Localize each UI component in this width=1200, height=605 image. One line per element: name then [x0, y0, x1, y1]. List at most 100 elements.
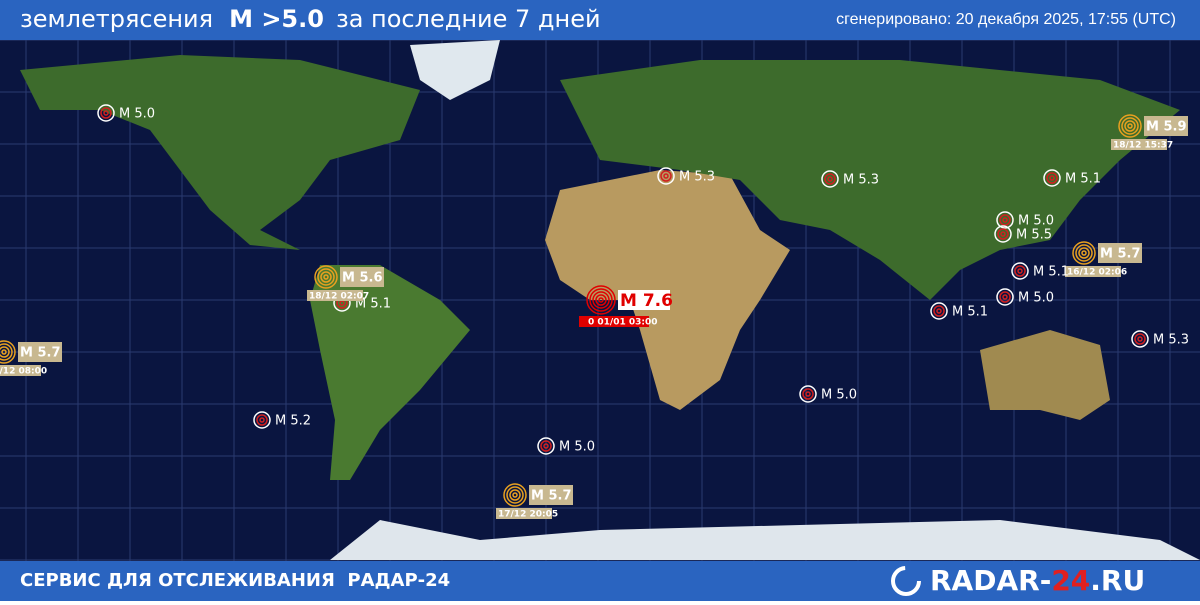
- date-bg: [0, 365, 41, 376]
- quake-ring: [1121, 117, 1139, 135]
- quake-ring: [509, 489, 521, 501]
- quake-date: 18/12 02:07: [309, 292, 369, 302]
- quake-label: M 5.6: [342, 271, 383, 286]
- quake: M 5.9 18/12 15:37: [1111, 114, 1188, 151]
- quake-label: M 5.2: [275, 414, 311, 429]
- quake: M 5.1: [930, 302, 988, 320]
- label-bg: [1144, 116, 1188, 136]
- footer-bar: [0, 561, 1200, 601]
- quake-date: 0 01/01 03:00: [588, 318, 658, 328]
- footer-service: СЕРВИС ДЛЯ ОТСЛЕЖИВАНИЯ РАДАР-24: [20, 570, 450, 591]
- quake-ring: [936, 308, 942, 314]
- quake: M 5.3: [1131, 330, 1189, 348]
- quake-ring: [0, 343, 13, 361]
- logo-part: .RU: [1090, 564, 1145, 597]
- quake-ring: [512, 492, 518, 498]
- quake-label: M 5.7: [1100, 247, 1141, 262]
- title-part: за последние 7 дней: [336, 5, 601, 33]
- quake-ring: [314, 265, 338, 289]
- quake-ring: [1127, 123, 1133, 129]
- quake-ring: [1000, 231, 1006, 237]
- label-bg: [618, 290, 670, 310]
- logo: RADAR-24.RU: [891, 564, 1145, 597]
- quake-ring: [598, 297, 604, 303]
- date-bg: [1111, 139, 1167, 150]
- logo-part: 24: [1051, 564, 1090, 597]
- quake-label: M 5.5: [1016, 228, 1052, 243]
- quake-ring: [1017, 268, 1023, 274]
- date-bg: [496, 508, 552, 519]
- quake-ring: [660, 170, 672, 182]
- quake: M 5.5: [994, 225, 1052, 243]
- quake: M 5.0: [799, 385, 857, 403]
- quake-label: M 5.0: [119, 107, 155, 122]
- quake: M 5.2: [253, 411, 311, 429]
- label-bg: [1098, 243, 1142, 263]
- quake: M 5.7 19/12 08:00: [0, 340, 62, 377]
- label-bg: [340, 267, 384, 287]
- quake-ring: [595, 294, 607, 306]
- quake: M 5.1: [1043, 169, 1101, 187]
- quake-ring: [1072, 241, 1096, 265]
- quake-ring: [586, 285, 616, 315]
- quake-ring: [103, 110, 109, 116]
- quake-label: M 5.0: [1018, 214, 1054, 229]
- quake-ring: [994, 225, 1012, 243]
- quake-ring: [323, 274, 329, 280]
- quake-ring: [933, 305, 945, 317]
- logo-text: RADAR-24.RU: [930, 564, 1145, 597]
- quake-ring: [827, 176, 833, 182]
- quake-ring: [506, 486, 524, 504]
- quake-label: M 5.1: [952, 305, 988, 320]
- quake: M 7.6 0 01/01 03:00: [579, 285, 673, 328]
- label-bg: [529, 485, 573, 505]
- quake-ring: [0, 346, 10, 358]
- header-bar: [0, 0, 1200, 40]
- quake-ring: [999, 214, 1011, 226]
- quake-ring: [100, 107, 112, 119]
- quake-ring: [996, 288, 1014, 306]
- quake-ring: [996, 211, 1014, 229]
- quake-ring: [930, 302, 948, 320]
- quake-date: 18/12 15:37: [1113, 141, 1173, 151]
- quake-ring: [824, 173, 836, 185]
- quake-date: 17/12 20:05: [498, 510, 558, 520]
- quake-label: M 5.0: [821, 388, 857, 403]
- quake-ring: [1124, 120, 1136, 132]
- quake: M 5.1: [333, 294, 391, 312]
- logo-part: RADAR-: [930, 564, 1051, 597]
- quake-ring: [1134, 333, 1146, 345]
- quake-date: 19/12 08:00: [0, 367, 47, 377]
- quake: M 5.6 18/12 02:07: [307, 265, 384, 302]
- quake-ring: [1014, 265, 1026, 277]
- quake-ring: [97, 104, 115, 122]
- quake-ring: [663, 173, 669, 179]
- quake-label: M 7.6: [620, 291, 673, 311]
- quake-label: M 5.7: [20, 346, 61, 361]
- quake-ring: [317, 268, 335, 286]
- quake: M 5.0: [537, 437, 595, 455]
- quake-ring: [320, 271, 332, 283]
- quake: M 5.0: [97, 104, 155, 122]
- quake: M 5.7 17/12 20:05: [496, 483, 573, 520]
- date-bg: [1065, 266, 1121, 277]
- quake-ring: [0, 340, 16, 364]
- quake-ring: [1078, 247, 1090, 259]
- quake-label: M 5.3: [1153, 333, 1189, 348]
- date-bg: [579, 316, 649, 327]
- quake-ring: [802, 388, 814, 400]
- quake-ring: [256, 414, 268, 426]
- title-part: землетрясения: [20, 5, 213, 33]
- quake-ring: [1049, 175, 1055, 181]
- quake-label: M 5.0: [559, 440, 595, 455]
- quake-label: M 5.0: [1018, 291, 1054, 306]
- quake-ring: [799, 385, 817, 403]
- quake-ring: [253, 411, 271, 429]
- quakes: M 5.0 M 5.3 M 5.3 M 5.1 M 5.6 18/12 02:07 M 7.…: [0, 104, 1189, 520]
- quake-label: M 5.3: [843, 173, 879, 188]
- quake-ring: [1137, 336, 1143, 342]
- quake-ring: [1002, 217, 1008, 223]
- quake: M 5.3: [657, 167, 715, 185]
